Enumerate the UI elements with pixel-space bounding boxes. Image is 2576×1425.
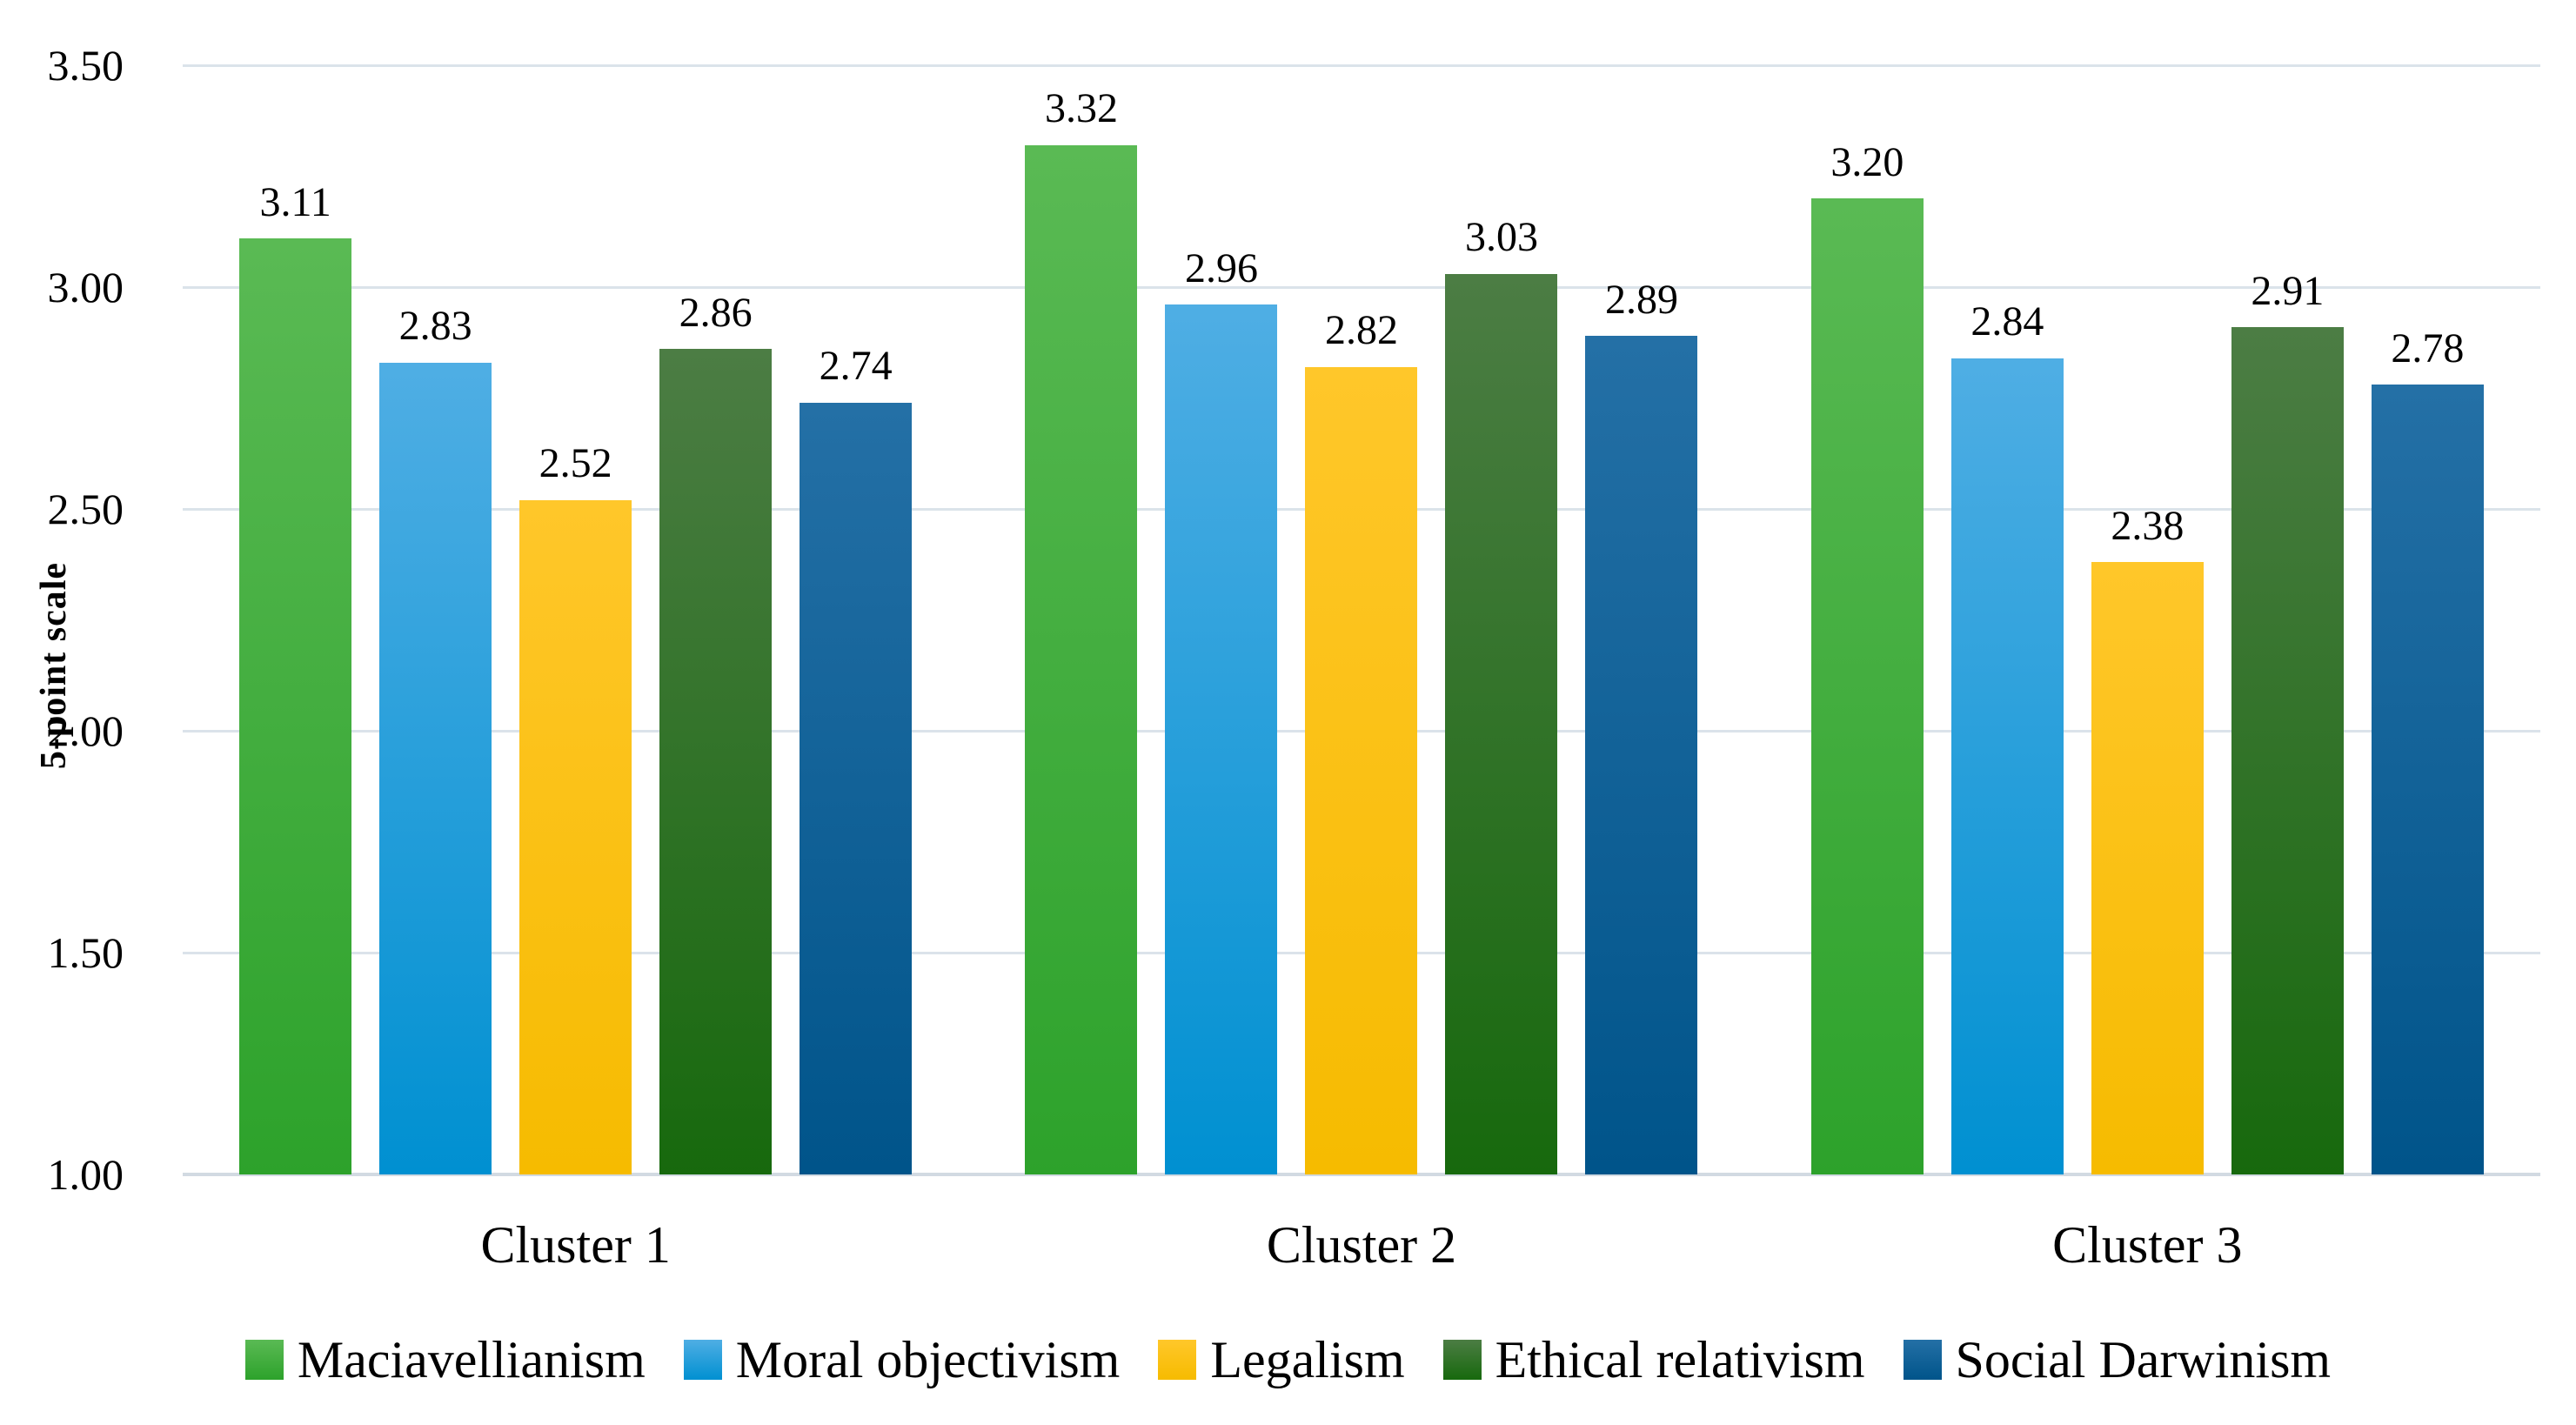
- bar-value-label: 2.82: [1324, 307, 1398, 354]
- bar-group: 3.20 2.84 2.38 2.91 2.78: [1755, 65, 2540, 1174]
- x-axis-line: [183, 1173, 2540, 1176]
- bar-value-label: 2.84: [1970, 298, 2044, 345]
- bar-group: 3.11 2.83 2.52 2.86 2.74: [183, 65, 968, 1174]
- bar-slot: 3.11: [239, 178, 352, 1174]
- legend-label: Social Darwinism: [1955, 1331, 2332, 1388]
- bar-ethical-relativism: [659, 349, 773, 1174]
- y-tick-label: 3.50: [47, 41, 124, 90]
- bar-slot: 3.32: [1025, 85, 1138, 1174]
- bar-slot: 2.83: [379, 304, 492, 1174]
- legend-item: Social Darwinism: [1903, 1331, 2332, 1388]
- legend-swatch: [244, 1340, 284, 1380]
- bar-ethical-relativism: [1445, 273, 1558, 1174]
- category-label: Cluster 1: [480, 1216, 671, 1274]
- bar-value-label: 3.11: [259, 178, 331, 225]
- bar-legalism: [1305, 366, 1418, 1174]
- legend-label: Legalism: [1210, 1331, 1405, 1388]
- bar-value-label: 2.91: [2251, 267, 2325, 314]
- bar-moral-objectivism: [379, 362, 492, 1174]
- legend-label: Maciavellianism: [297, 1331, 646, 1388]
- bar-slot: 2.78: [2371, 324, 2484, 1174]
- bar-value-label: 3.20: [1830, 138, 1904, 185]
- legend: Maciavellianism Moral objectivism Legalism…: [0, 1331, 2576, 1388]
- bar-maciavellianism: [1810, 198, 1924, 1174]
- legend-swatch: [1903, 1340, 1942, 1380]
- legend-label: Ethical relativism: [1495, 1331, 1865, 1388]
- bar-value-label: 2.78: [2391, 324, 2465, 371]
- bar-maciavellianism: [239, 238, 352, 1174]
- bar-group: 3.32 2.96 2.82 3.03 2.89: [968, 65, 1754, 1174]
- bar-moral-objectivism: [1950, 358, 2064, 1174]
- bar-maciavellianism: [1025, 144, 1138, 1174]
- bar-value-label: 2.83: [398, 303, 472, 350]
- y-tick-label: 1.50: [47, 928, 124, 977]
- bar-ethical-relativism: [2231, 326, 2344, 1174]
- gridline: [183, 285, 2540, 289]
- y-tick-label: 2.50: [47, 485, 124, 533]
- bar-value-label: 2.89: [1604, 276, 1678, 323]
- bar-slot: 2.91: [2231, 267, 2344, 1174]
- bar-slot: 2.96: [1165, 245, 1278, 1174]
- bar-value-label: 2.52: [539, 440, 612, 487]
- legend-item: Maciavellianism: [244, 1331, 646, 1388]
- bar-slot: 2.52: [519, 442, 632, 1174]
- bar-value-label: 2.74: [819, 343, 893, 390]
- bar-value-label: 3.32: [1044, 85, 1118, 132]
- bar-social-darwinism: [800, 402, 913, 1174]
- plot-area: 3.11 2.83 2.52 2.86 2.74 3.32 2.96 2.82 3.03 2.89…: [183, 64, 2540, 1176]
- bar-value-label: 3.03: [1464, 214, 1538, 261]
- category-label: Cluster 3: [2052, 1216, 2243, 1274]
- bar-slot: 2.86: [659, 290, 773, 1174]
- bar-slot: 2.74: [800, 343, 913, 1174]
- bar-moral-objectivism: [1165, 304, 1278, 1174]
- bar-legalism: [519, 499, 632, 1174]
- bar-value-label: 2.86: [679, 290, 753, 337]
- bar-slot: 2.38: [2091, 502, 2204, 1174]
- category-label: Cluster 2: [1266, 1216, 1457, 1274]
- y-tick-label: 3.00: [47, 263, 124, 311]
- bar-slot: 2.89: [1585, 276, 1698, 1174]
- y-tick-label: 1.00: [47, 1150, 124, 1199]
- y-tick-label: 2.00: [47, 706, 124, 755]
- bar-slot: 2.84: [1950, 298, 2064, 1174]
- bar-value-label: 2.38: [2111, 502, 2185, 549]
- gridline: [183, 64, 2540, 67]
- legend-swatch: [683, 1340, 722, 1380]
- legend-item: Ethical relativism: [1442, 1331, 1865, 1388]
- bar-social-darwinism: [1585, 336, 1698, 1174]
- bar-slot: 3.03: [1445, 214, 1558, 1174]
- legend-swatch: [1442, 1340, 1482, 1380]
- bar-value-label: 2.96: [1184, 245, 1258, 292]
- legend-label: Moral objectivism: [735, 1331, 1121, 1388]
- bar-social-darwinism: [2371, 385, 2484, 1174]
- bar-slot: 2.82: [1305, 307, 1418, 1174]
- bar-legalism: [2091, 562, 2204, 1174]
- legend-item: Legalism: [1158, 1331, 1405, 1388]
- bar-slot: 3.20: [1810, 138, 1924, 1174]
- legend-swatch: [1158, 1340, 1197, 1380]
- legend-item: Moral objectivism: [683, 1331, 1121, 1388]
